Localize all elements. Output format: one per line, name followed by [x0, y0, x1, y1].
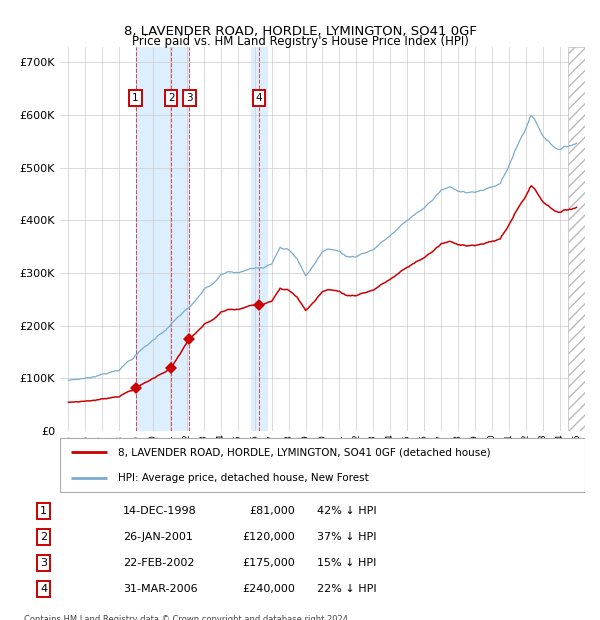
Text: HPI: Average price, detached house, New Forest: HPI: Average price, detached house, New … [118, 473, 368, 483]
Bar [251, 46, 266, 431]
Text: 2: 2 [168, 94, 175, 104]
Bar [568, 46, 585, 431]
Text: 1: 1 [132, 94, 139, 104]
Text: Price paid vs. HM Land Registry's House Price Index (HPI): Price paid vs. HM Land Registry's House … [131, 35, 469, 48]
Text: 22% ↓ HPI: 22% ↓ HPI [317, 584, 377, 594]
Text: 8, LAVENDER ROAD, HORDLE, LYMINGTON, SO41 0GF: 8, LAVENDER ROAD, HORDLE, LYMINGTON, SO4… [124, 25, 476, 38]
Text: 8, LAVENDER ROAD, HORDLE, LYMINGTON, SO41 0GF (detached house): 8, LAVENDER ROAD, HORDLE, LYMINGTON, SO4… [118, 447, 490, 457]
Bar [136, 46, 190, 431]
Text: 15% ↓ HPI: 15% ↓ HPI [317, 558, 377, 568]
Text: 1: 1 [40, 506, 47, 516]
Text: £120,000: £120,000 [242, 532, 295, 542]
Text: 31-MAR-2006: 31-MAR-2006 [122, 584, 197, 594]
Text: £81,000: £81,000 [249, 506, 295, 516]
Text: £240,000: £240,000 [242, 584, 295, 594]
Text: 4: 4 [40, 584, 47, 594]
Text: 4: 4 [256, 94, 262, 104]
Text: 2: 2 [40, 532, 47, 542]
Text: 3: 3 [186, 94, 193, 104]
Text: 3: 3 [40, 558, 47, 568]
Text: 22-FEB-2002: 22-FEB-2002 [122, 558, 194, 568]
Text: 37% ↓ HPI: 37% ↓ HPI [317, 532, 377, 542]
FancyBboxPatch shape [60, 438, 585, 492]
Text: £175,000: £175,000 [242, 558, 295, 568]
Text: 42% ↓ HPI: 42% ↓ HPI [317, 506, 377, 516]
Text: Contains HM Land Registry data © Crown copyright and database right 2024.
This d: Contains HM Land Registry data © Crown c… [24, 615, 350, 620]
Text: 26-JAN-2001: 26-JAN-2001 [122, 532, 193, 542]
Text: 14-DEC-1998: 14-DEC-1998 [122, 506, 196, 516]
